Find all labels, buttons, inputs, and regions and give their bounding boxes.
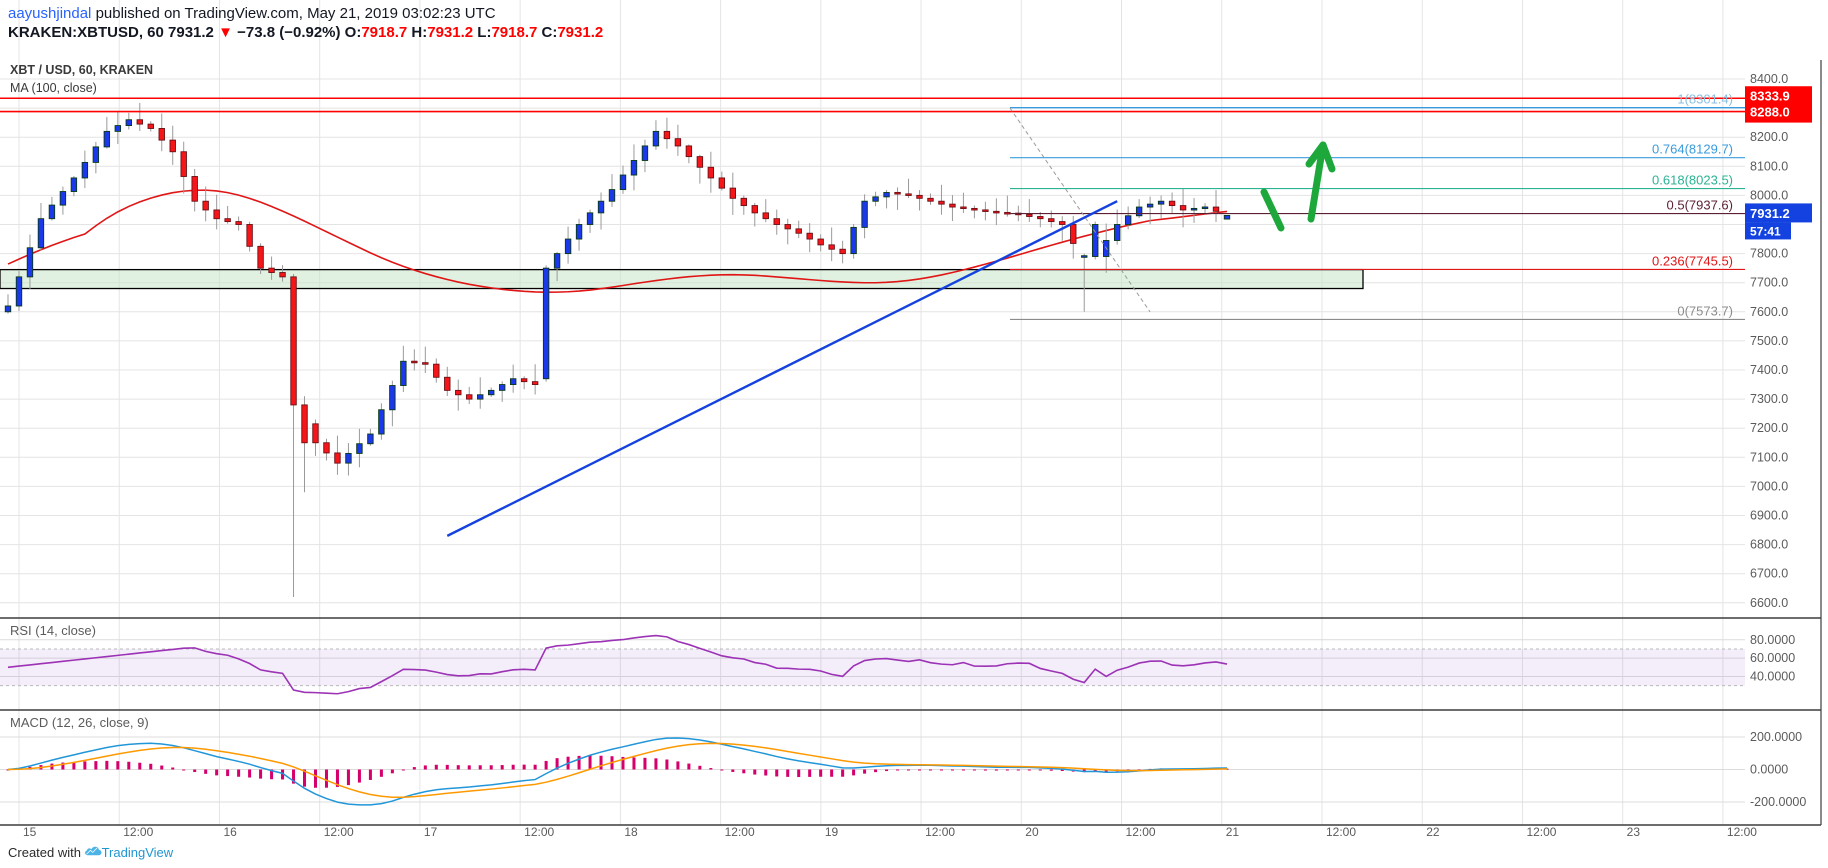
svg-text:12:00: 12:00 [1727, 825, 1757, 839]
svg-text:8000.0: 8000.0 [1750, 188, 1788, 202]
svg-text:7600.0: 7600.0 [1750, 305, 1788, 319]
svg-text:23: 23 [1627, 825, 1641, 839]
svg-text:12:00: 12:00 [1326, 825, 1356, 839]
svg-text:0.0000: 0.0000 [1750, 763, 1788, 777]
svg-text:0.5(7937.6): 0.5(7937.6) [1667, 198, 1734, 213]
svg-text:7100.0: 7100.0 [1750, 450, 1788, 464]
svg-text:12:00: 12:00 [324, 825, 354, 839]
svg-text:12:00: 12:00 [1126, 825, 1156, 839]
svg-text:18: 18 [624, 825, 638, 839]
svg-text:MACD (12, 26, close, 9): MACD (12, 26, close, 9) [10, 715, 149, 730]
svg-text:7000.0: 7000.0 [1750, 479, 1788, 493]
svg-text:57:41: 57:41 [1750, 224, 1781, 238]
svg-text:12:00: 12:00 [123, 825, 153, 839]
svg-text:8400.0: 8400.0 [1750, 72, 1788, 86]
svg-text:12:00: 12:00 [524, 825, 554, 839]
svg-text:200.0000: 200.0000 [1750, 730, 1802, 744]
svg-text:6900.0: 6900.0 [1750, 509, 1788, 523]
svg-text:7931.2: 7931.2 [1750, 206, 1790, 221]
svg-text:12:00: 12:00 [925, 825, 955, 839]
svg-text:6700.0: 6700.0 [1750, 567, 1788, 581]
svg-text:22: 22 [1426, 825, 1440, 839]
svg-text:0.236(7745.5): 0.236(7745.5) [1652, 253, 1733, 268]
svg-text:1(8301.4): 1(8301.4) [1677, 92, 1733, 107]
svg-text:12:00: 12:00 [1526, 825, 1556, 839]
svg-text:80.0000: 80.0000 [1750, 633, 1795, 647]
svg-text:RSI (14, close): RSI (14, close) [10, 623, 96, 638]
svg-text:-200.0000: -200.0000 [1750, 795, 1806, 809]
svg-text:40.0000: 40.0000 [1750, 669, 1795, 683]
svg-text:6800.0: 6800.0 [1750, 538, 1788, 552]
svg-text:8333.9: 8333.9 [1750, 89, 1790, 104]
svg-text:7300.0: 7300.0 [1750, 392, 1788, 406]
svg-text:17: 17 [424, 825, 438, 839]
svg-text:7700.0: 7700.0 [1750, 276, 1788, 290]
svg-text:19: 19 [825, 825, 839, 839]
svg-text:8288.0: 8288.0 [1750, 105, 1790, 120]
svg-text:8200.0: 8200.0 [1750, 130, 1788, 144]
svg-text:60.0000: 60.0000 [1750, 651, 1795, 665]
svg-text:20: 20 [1025, 825, 1039, 839]
svg-text:16: 16 [223, 825, 237, 839]
svg-text:15: 15 [23, 825, 37, 839]
svg-text:12:00: 12:00 [725, 825, 755, 839]
svg-text:21: 21 [1226, 825, 1240, 839]
svg-text:7500.0: 7500.0 [1750, 334, 1788, 348]
svg-text:8100.0: 8100.0 [1750, 159, 1788, 173]
svg-text:7800.0: 7800.0 [1750, 247, 1788, 261]
svg-text:7400.0: 7400.0 [1750, 363, 1788, 377]
svg-text:7200.0: 7200.0 [1750, 421, 1788, 435]
svg-text:0(7573.7): 0(7573.7) [1677, 303, 1733, 318]
svg-text:6600.0: 6600.0 [1750, 596, 1788, 610]
svg-text:0.618(8023.5): 0.618(8023.5) [1652, 173, 1733, 188]
svg-text:0.764(8129.7): 0.764(8129.7) [1652, 142, 1733, 157]
